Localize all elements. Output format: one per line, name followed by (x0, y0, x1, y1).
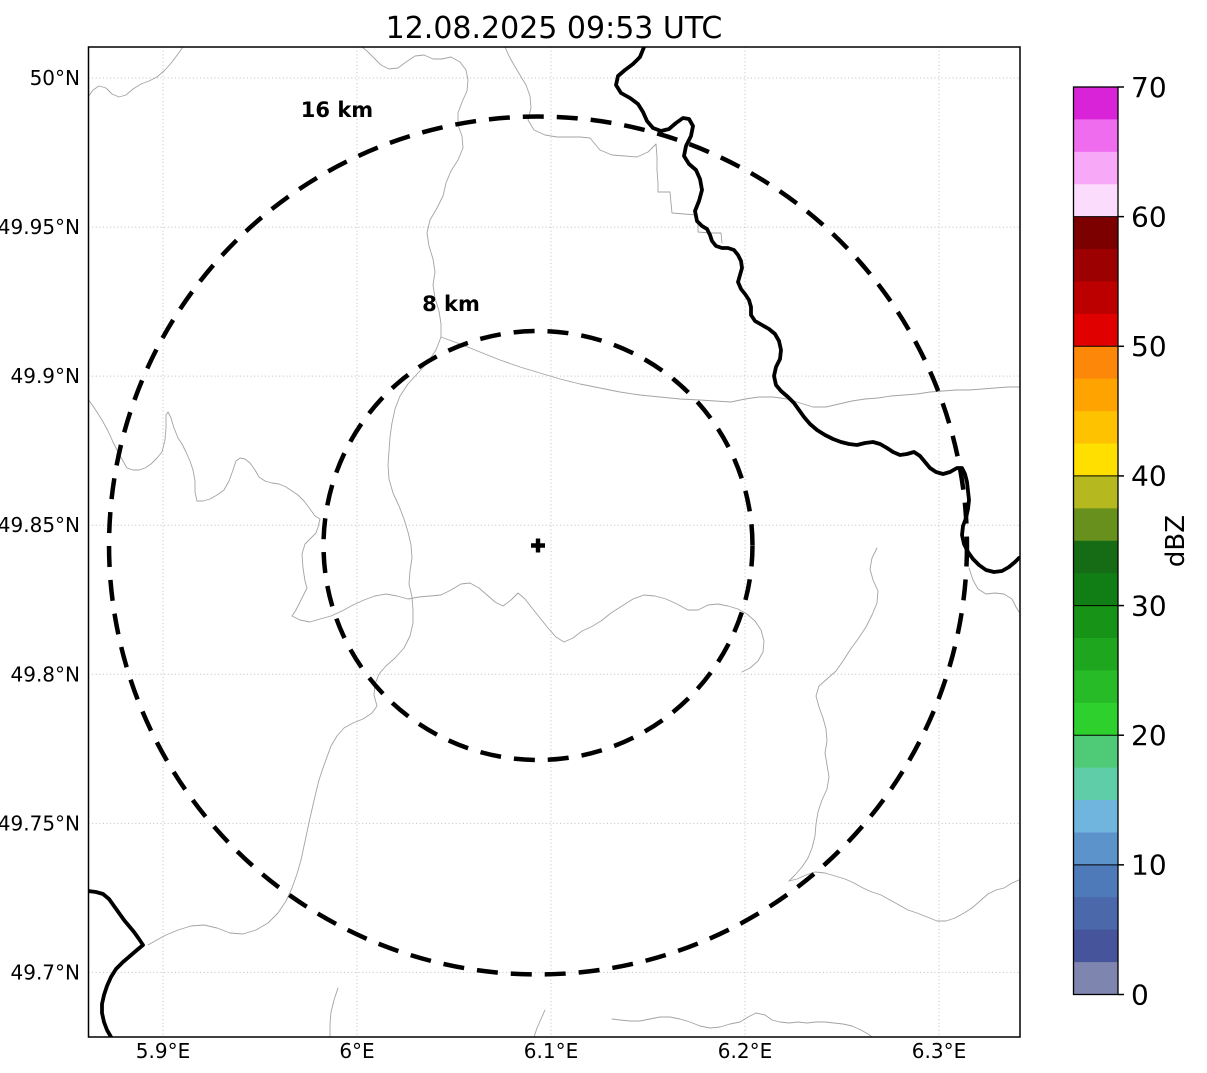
country-border-southwest (88, 889, 145, 1037)
colorbar-band (1073, 151, 1118, 185)
colorbar-band (1073, 216, 1118, 250)
country-borders (88, 47, 1020, 1037)
admin-boundaries (88, 47, 1020, 1037)
admin-boundary-path (147, 47, 469, 946)
colorbar-band (1073, 184, 1118, 218)
colorbar-band (1073, 929, 1118, 963)
admin-boundary-path (291, 582, 765, 673)
graticule (88, 47, 1020, 1037)
colorbar-title: dBZ (1161, 515, 1191, 567)
colorbar-band (1073, 378, 1118, 412)
colorbar-outline (1072, 86, 1119, 996)
colorbar-band (1073, 313, 1118, 347)
colorbar-band (1073, 249, 1118, 282)
range-ring-label-16km: 16 km (301, 98, 373, 122)
range-rings (106, 114, 970, 977)
colorbar-band (1073, 670, 1118, 704)
page-title: 12.08.2025 09:53 UTC (386, 11, 723, 46)
lat-tick-label: 49.9°N (11, 364, 81, 388)
colorbar-tick-label: 60 (1131, 200, 1167, 233)
colorbar-bands (1073, 87, 1118, 995)
colorbar-band (1073, 475, 1118, 509)
colorbar-tick-label: 10 (1131, 849, 1167, 882)
colorbar-ticks: 70 60 50 40 30 20 10 0 (1118, 71, 1167, 1011)
colorbar-tick-label: 30 (1131, 589, 1167, 622)
lon-tick-label: 6.2°E (718, 1039, 772, 1063)
lat-tick-label: 49.75°N (0, 811, 80, 835)
colorbar-band (1073, 832, 1118, 866)
admin-boundary-path (504, 47, 723, 244)
colorbar-band (1073, 119, 1118, 153)
colorbar-tick-label: 50 (1131, 330, 1167, 363)
map-layers (88, 47, 1020, 1037)
colorbar-band (1073, 637, 1118, 671)
admin-boundary-path (788, 871, 1020, 922)
lat-tick-label: 49.7°N (11, 960, 81, 984)
colorbar-band (1073, 508, 1118, 542)
lat-tick-label: 50°N (30, 66, 80, 90)
range-ring-labels: 16 km 8 km (301, 98, 480, 316)
colorbar-band (1073, 443, 1118, 477)
colorbar-band (1073, 605, 1118, 639)
axis-tick-labels: 5.9°E 6°E 6.1°E 6.2°E 6.3°E 50°N 49.95°N 49.9°N… (0, 66, 966, 1063)
radar-center-marker (531, 538, 545, 553)
colorbar-band (1073, 702, 1118, 736)
colorbar-band (1073, 540, 1118, 574)
colorbar-band (1073, 897, 1118, 931)
colorbar-band (1073, 800, 1118, 833)
colorbar-band (1073, 735, 1118, 769)
colorbar-tick-label: 40 (1131, 460, 1167, 493)
range-ring-8km (321, 328, 755, 763)
lat-tick-label: 49.95°N (0, 215, 80, 239)
range-ring-label-8km: 8 km (422, 292, 480, 316)
colorbar-tick-label: 20 (1131, 719, 1167, 752)
range-ring-16km (106, 114, 970, 977)
map-frame (87, 46, 1021, 1038)
lon-tick-label: 6°E (339, 1039, 374, 1063)
colorbar: 70 60 50 40 30 20 10 0 dBZ (1072, 71, 1191, 1011)
admin-boundary-path (88, 47, 184, 98)
admin-boundary-path (329, 987, 339, 1037)
colorbar-tick-label: 0 (1131, 978, 1149, 1011)
lon-tick-label: 6.3°E (912, 1039, 966, 1063)
colorbar-band (1073, 87, 1118, 120)
admin-boundary-path (611, 1012, 873, 1037)
admin-boundary-path (533, 1009, 546, 1037)
lat-tick-label: 49.85°N (0, 513, 80, 537)
admin-boundary-path (788, 547, 879, 882)
colorbar-band (1073, 346, 1118, 380)
colorbar-band (1073, 573, 1118, 607)
lon-tick-label: 5.9°E (136, 1039, 190, 1063)
colorbar-band (1073, 411, 1118, 445)
colorbar-band (1073, 767, 1118, 801)
country-border-east (614, 47, 1020, 574)
admin-boundary-path (968, 567, 1020, 613)
colorbar-band (1073, 281, 1118, 315)
admin-boundary-path (88, 398, 321, 617)
lat-tick-label: 49.8°N (11, 662, 81, 686)
lon-tick-label: 6.1°E (524, 1039, 578, 1063)
colorbar-band (1073, 962, 1118, 995)
admin-boundary-path (440, 336, 1020, 408)
colorbar-band (1073, 864, 1118, 898)
colorbar-tick-label: 70 (1131, 71, 1167, 104)
